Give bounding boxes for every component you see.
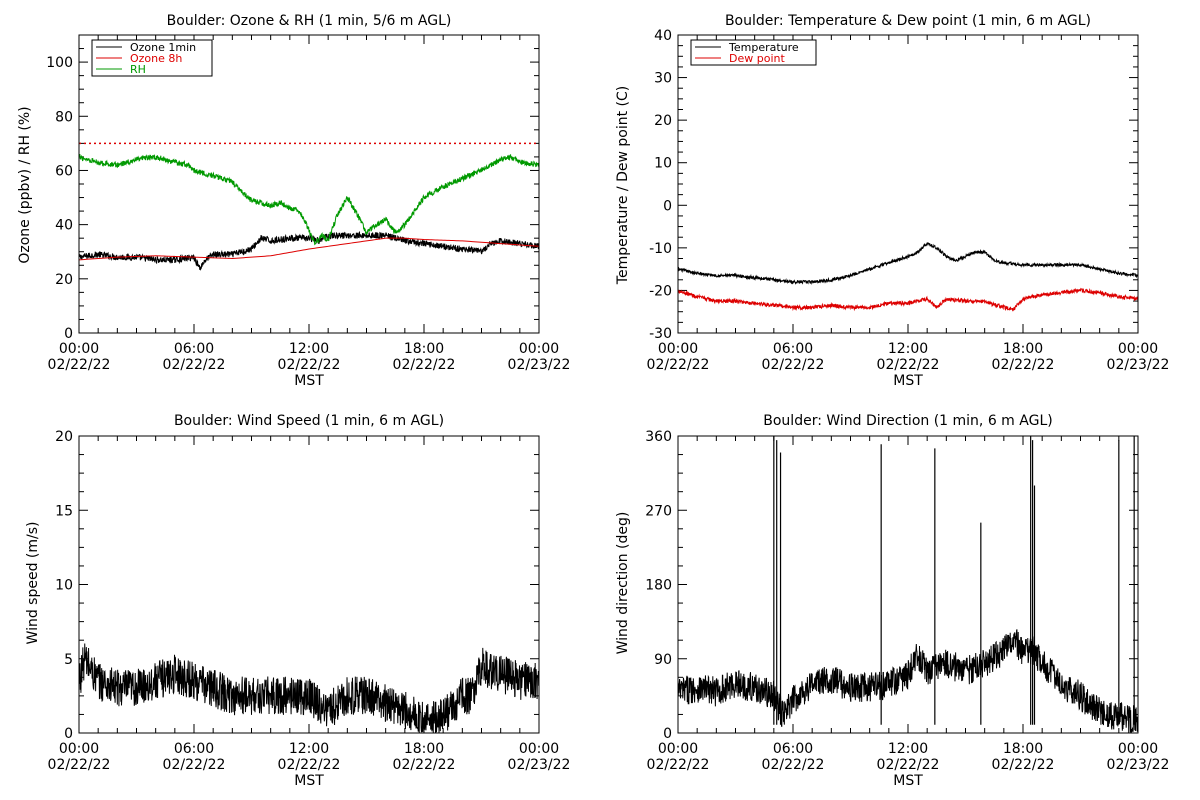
x-tick-date-label: 02/22/22 <box>278 357 341 373</box>
legend-label: Ozone 1min <box>130 41 196 54</box>
series-line-data <box>79 643 539 733</box>
x-tick-date-label: 02/22/22 <box>992 357 1055 373</box>
y-tick-label: 100 <box>46 55 73 71</box>
x-tick-date-label: 02/22/22 <box>163 757 226 773</box>
x-tick-date-label: 02/22/22 <box>647 757 710 773</box>
x-tick-date-label: 02/22/22 <box>992 757 1055 773</box>
y-tick-label: 0 <box>64 326 73 342</box>
series-line-ozone-8h <box>79 237 539 261</box>
x-tick-date-label: 02/22/22 <box>278 757 341 773</box>
y-tick-label: 0 <box>64 726 73 742</box>
y-tick-label: -30 <box>649 326 672 342</box>
x-axis-label: MST <box>893 773 923 789</box>
x-tick-date-label: 02/22/22 <box>393 357 456 373</box>
y-tick-label: 270 <box>645 503 672 519</box>
x-tick-label: 12:00 <box>289 341 329 357</box>
y-tick-label: 10 <box>55 578 73 594</box>
y-tick-label: 180 <box>645 578 672 594</box>
series-line-ozone-1min <box>79 230 539 271</box>
chart-title: Boulder: Wind Speed (1 min, 6 m AGL) <box>174 413 444 429</box>
y-tick-label: 5 <box>64 652 73 668</box>
x-tick-date-label: 02/23/22 <box>1107 757 1170 773</box>
x-tick-date-label: 02/22/22 <box>877 757 940 773</box>
temperature-dewpoint-chart: Boulder: Temperature & Dew point (1 min,… <box>615 13 1169 389</box>
x-tick-date-label: 02/22/22 <box>48 357 111 373</box>
y-tick-label: 40 <box>654 28 672 44</box>
x-tick-label: 00:00 <box>519 341 559 357</box>
y-tick-label: 0 <box>663 726 672 742</box>
x-tick-date-label: 02/22/22 <box>762 757 825 773</box>
y-axis-label: Wind speed (m/s) <box>25 522 41 645</box>
legend-box <box>690 39 817 66</box>
ozone-rh-chart: Boulder: Ozone & RH (1 min, 5/6 m AGL) M… <box>17 13 570 389</box>
x-tick-label: 00:00 <box>59 341 99 357</box>
plot-frame <box>78 435 540 734</box>
y-tick-label: 30 <box>654 71 672 87</box>
x-tick-label: 00:00 <box>59 741 99 757</box>
x-tick-date-label: 02/23/22 <box>1107 357 1170 373</box>
y-axis-label: Ozone (ppbv) / RH (%) <box>17 106 33 263</box>
x-tick-label: 00:00 <box>1118 741 1158 757</box>
x-tick-label: 06:00 <box>773 341 813 357</box>
y-tick-label: 60 <box>55 163 73 179</box>
y-tick-label: 80 <box>55 109 73 125</box>
x-axis-label: MST <box>294 773 324 789</box>
legend-label: RH <box>130 63 146 76</box>
x-tick-label: 18:00 <box>404 341 444 357</box>
x-tick-label: 00:00 <box>1118 341 1158 357</box>
x-tick-date-label: 02/23/22 <box>508 757 571 773</box>
series-line-data <box>678 629 1138 733</box>
chart-title: Boulder: Ozone & RH (1 min, 5/6 m AGL) <box>167 13 452 29</box>
y-tick-label: 0 <box>663 198 672 214</box>
series-line-temperature <box>678 242 1138 286</box>
x-tick-label: 12:00 <box>289 741 329 757</box>
x-tick-date-label: 02/22/22 <box>163 357 226 373</box>
x-tick-label: 18:00 <box>404 741 444 757</box>
x-tick-date-label: 02/22/22 <box>647 357 710 373</box>
x-tick-label: 06:00 <box>174 741 214 757</box>
wind-direction-chart: Boulder: Wind Direction (1 min, 6 m AGL)… <box>615 413 1169 789</box>
y-tick-label: 20 <box>654 113 672 129</box>
y-tick-label: 20 <box>55 272 73 288</box>
x-tick-label: 12:00 <box>888 341 928 357</box>
x-tick-label: 00:00 <box>658 341 698 357</box>
x-axis-label: MST <box>893 373 923 389</box>
y-tick-label: 90 <box>654 652 672 668</box>
x-tick-date-label: 02/22/22 <box>393 757 456 773</box>
y-tick-label: -10 <box>649 241 672 257</box>
series-line-rh <box>79 153 539 246</box>
wind-speed-chart: Boulder: Wind Speed (1 min, 6 m AGL) MST… <box>25 413 570 789</box>
y-tick-label: 360 <box>645 429 672 445</box>
y-tick-label: 40 <box>55 218 73 234</box>
x-tick-label: 06:00 <box>174 341 214 357</box>
x-tick-label: 06:00 <box>773 741 813 757</box>
plot-frame <box>677 435 1139 734</box>
y-tick-label: 20 <box>55 429 73 445</box>
legend-label: Ozone 8h <box>130 52 182 65</box>
x-tick-date-label: 02/22/22 <box>877 357 940 373</box>
x-tick-date-label: 02/22/22 <box>762 357 825 373</box>
chart-title: Boulder: Temperature & Dew point (1 min,… <box>725 13 1091 29</box>
legend-label: Dew point <box>729 52 785 65</box>
x-tick-label: 00:00 <box>658 741 698 757</box>
y-axis-label: Temperature / Dew point (C) <box>615 86 631 285</box>
y-tick-label: 10 <box>654 156 672 172</box>
x-tick-label: 18:00 <box>1003 341 1043 357</box>
plot-frame <box>78 34 540 334</box>
y-tick-label: -20 <box>649 283 672 299</box>
x-axis-label: MST <box>294 373 324 389</box>
x-tick-label: 12:00 <box>888 741 928 757</box>
chart-title: Boulder: Wind Direction (1 min, 6 m AGL) <box>763 413 1052 429</box>
series-line-dew-point <box>678 287 1138 312</box>
x-tick-label: 00:00 <box>519 741 559 757</box>
legend-label: Temperature <box>728 41 799 54</box>
x-tick-date-label: 02/23/22 <box>508 357 571 373</box>
y-axis-label: Wind direction (deg) <box>615 512 631 655</box>
x-tick-date-label: 02/22/22 <box>48 757 111 773</box>
x-tick-label: 18:00 <box>1003 741 1043 757</box>
plot-frame <box>677 34 1139 334</box>
y-tick-label: 15 <box>55 503 73 519</box>
